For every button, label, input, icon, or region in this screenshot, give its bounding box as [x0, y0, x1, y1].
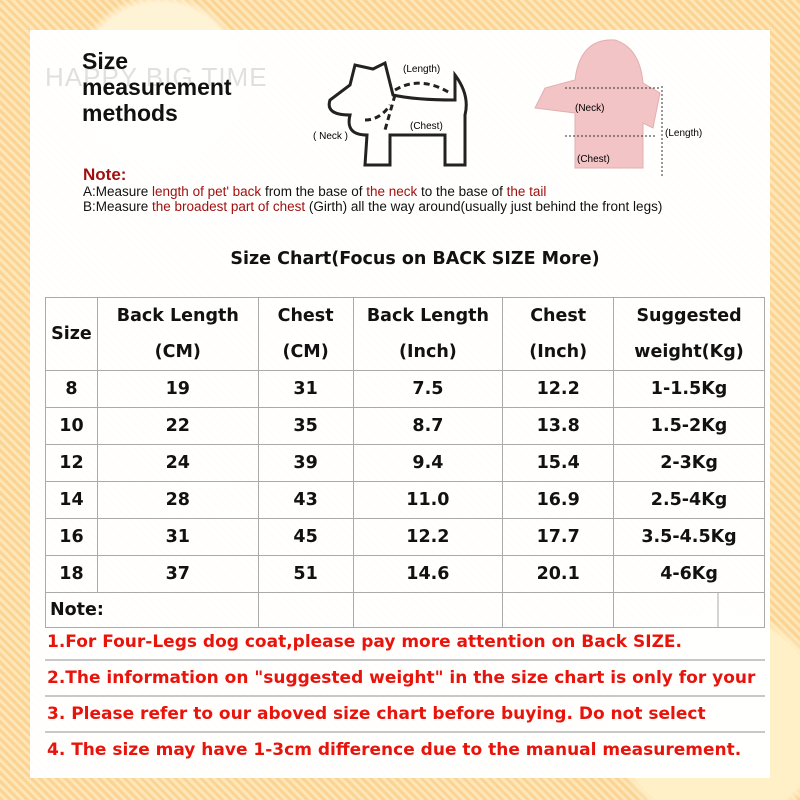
page-title: Size measurement methods — [82, 48, 232, 126]
table-cell: 8.7 — [352, 407, 504, 445]
table-cell: 16.9 — [502, 481, 615, 519]
table-cell: 22 — [96, 407, 259, 445]
note-line-2: 2.The information on "suggested weight" … — [45, 661, 765, 697]
table-cell: 35 — [257, 407, 354, 445]
dog-measurement-illustration: (Length) ( Neck ) (Chest) — [313, 60, 468, 167]
table-cell: 19 — [96, 370, 259, 408]
table-row: 12 24 39 9.4 15.4 2-3Kg — [45, 444, 765, 482]
table-cell: 3.5-4.5Kg — [613, 518, 765, 556]
note-heading: Note: — [83, 165, 127, 184]
table-row: 10 22 35 8.7 13.8 1.5-2Kg — [45, 407, 765, 445]
column-header: Suggested weight(Kg) — [613, 297, 765, 371]
table-cell: 43 — [257, 481, 354, 519]
column-header-text: (CM) — [154, 342, 201, 362]
column-header: Chest (Inch) — [502, 297, 615, 371]
table-cell: 15.4 — [502, 444, 615, 482]
column-header-text: Suggested — [636, 306, 742, 326]
coat-neck-label: (Neck) — [575, 103, 604, 114]
coat-length-label: (Length) — [665, 128, 702, 139]
column-header-text: (Inch) — [529, 342, 588, 362]
note-text: B:Measure — [83, 199, 153, 214]
table-cell: 16 — [45, 518, 98, 556]
table-cell: 45 — [257, 518, 354, 556]
table-cell: 2.5-4Kg — [613, 481, 765, 519]
table-cell: 20.1 — [502, 555, 615, 593]
title-line: Size — [82, 48, 129, 74]
table-cell: 14 — [45, 481, 98, 519]
note-line-1: 1.For Four-Legs dog coat,please pay more… — [45, 625, 765, 661]
note-a: A:Measure length of pet' back from the b… — [83, 184, 703, 199]
column-header: Chest (CM) — [257, 297, 354, 371]
note-highlight: length of pet' back — [152, 184, 262, 199]
table-row: 18 37 51 14.6 20.1 4-6Kg — [45, 555, 765, 593]
note-highlight: the broadest part of chest — [152, 199, 306, 214]
table-row: 14 28 43 11.0 16.9 2.5-4Kg — [45, 481, 765, 519]
note-text: from the base of — [261, 184, 367, 199]
coat-chest-label: (Chest) — [577, 154, 610, 165]
coat-measurement-illustration: (Neck) (Length) (Chest) — [534, 39, 702, 176]
table-header-row: Size Back Length (CM) Chest (CM) Back Length (… — [45, 297, 765, 371]
table-cell: 18 — [45, 555, 98, 593]
dog-chest-label: (Chest) — [410, 121, 443, 132]
table-cell: 12.2 — [352, 518, 504, 556]
empty-cell — [613, 592, 765, 628]
table-cell: 11.0 — [352, 481, 504, 519]
table-cell: 24 — [96, 444, 259, 482]
table-cell: 31 — [96, 518, 259, 556]
table-cell: 37 — [96, 555, 259, 593]
column-header-text: (Inch) — [398, 342, 457, 362]
table-note-label: Note: — [45, 592, 259, 628]
note-highlight: the neck — [366, 184, 418, 199]
column-header-text: Size — [51, 324, 92, 344]
table-cell: 1.5-2Kg — [613, 407, 765, 445]
table-cell: 31 — [257, 370, 354, 408]
table-cell: 10 — [45, 407, 98, 445]
column-header-text: Back Length — [366, 306, 489, 326]
measurement-notes: Note: A:Measure length of pet' back from… — [83, 165, 703, 215]
table-cell: 17.7 — [502, 518, 615, 556]
note-text: (Girth) all the way around(usually just … — [305, 199, 663, 214]
column-header-text: Chest — [530, 306, 587, 326]
watermark: HAPPY BIG TIME — [45, 62, 268, 92]
size-table: Size Back Length (CM) Chest (CM) Back Length (… — [45, 297, 765, 628]
column-header: Back Length (CM) — [96, 297, 259, 371]
note-text: to the base of — [417, 184, 507, 199]
table-cell: 12.2 — [502, 370, 615, 408]
table-cell: 39 — [257, 444, 354, 482]
table-cell: 13.8 — [502, 407, 615, 445]
table-row: 8 19 31 7.5 12.2 1-1.5Kg — [45, 370, 765, 408]
column-header-text: (CM) — [282, 342, 329, 362]
table-cell: 9.4 — [352, 444, 504, 482]
table-cell: 12 — [45, 444, 98, 482]
table-cell: 14.6 — [352, 555, 504, 593]
dog-neck-label: ( Neck ) — [313, 131, 348, 142]
title-line: measurement — [82, 74, 232, 100]
dog-length-label: (Length) — [403, 64, 440, 75]
note-highlight: the tail — [506, 184, 547, 199]
table-cell: 7.5 — [352, 370, 504, 408]
column-header-text: Back Length — [116, 306, 239, 326]
note-text: A:Measure — [83, 184, 153, 199]
column-header-text: Chest — [277, 306, 334, 326]
size-chart-title: Size Chart(Focus on BACK SIZE More) — [230, 249, 600, 269]
note-line-4: 4. The size may have 1-3cm difference du… — [47, 740, 742, 760]
note-b: B:Measure the broadest part of chest (Gi… — [83, 199, 703, 214]
table-cell: 2-3Kg — [613, 444, 765, 482]
column-header: Size — [45, 297, 98, 371]
table-row: 16 31 45 12.2 17.7 3.5-4.5Kg — [45, 518, 765, 556]
title-line: methods — [82, 100, 178, 126]
column-header-text: weight(Kg) — [634, 342, 744, 362]
column-header: Back Length (Inch) — [352, 297, 504, 371]
empty-cell — [502, 592, 615, 628]
note-line-3: 3. Please refer to our aboved size chart… — [45, 697, 765, 733]
empty-cell — [257, 592, 354, 628]
table-cell: 4-6Kg — [613, 555, 765, 593]
empty-cell — [352, 592, 504, 628]
table-cell: 1-1.5Kg — [613, 370, 765, 408]
table-cell: 28 — [96, 481, 259, 519]
table-note-row: Note: — [45, 592, 765, 628]
table-cell: 51 — [257, 555, 354, 593]
table-cell: 8 — [45, 370, 98, 408]
